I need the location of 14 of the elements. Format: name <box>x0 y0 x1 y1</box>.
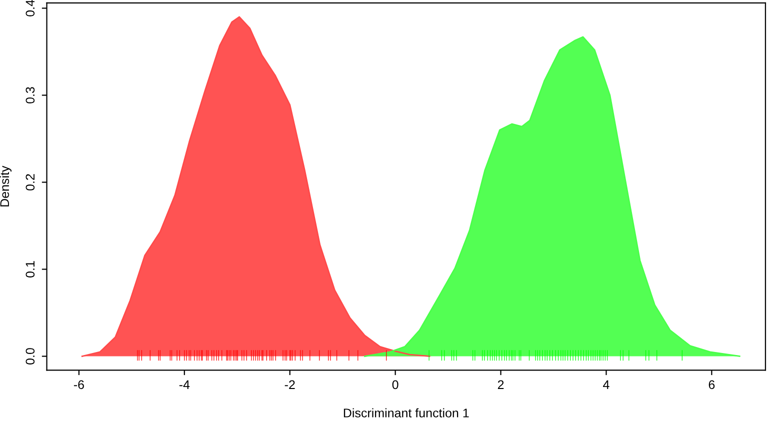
y-tick-label: 0.2 <box>26 174 35 190</box>
x-tick-label: 2 <box>498 380 504 389</box>
x-tick-label: -4 <box>179 380 190 389</box>
y-axis-title: Density <box>0 166 12 206</box>
x-tick-label: 6 <box>708 380 715 390</box>
x-tick-label: -2 <box>284 380 295 389</box>
x-tick-label: 4 <box>603 380 610 389</box>
y-tick-label: 0.4 <box>26 0 35 16</box>
y-tick-label: 0.3 <box>26 87 35 104</box>
x-tick-label: 0 <box>392 380 398 390</box>
x-axis-title: Discriminant function 1 <box>344 408 469 418</box>
y-tick-label: 0.0 <box>26 348 35 364</box>
y-tick-label: 0.1 <box>26 261 35 278</box>
x-tick-label: -6 <box>74 380 84 390</box>
